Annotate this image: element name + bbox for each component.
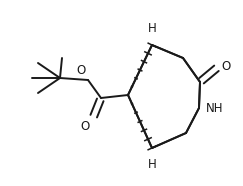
Text: H: H <box>148 158 156 171</box>
Text: H: H <box>148 22 156 34</box>
Text: O: O <box>81 120 90 133</box>
Text: O: O <box>77 64 86 77</box>
Text: O: O <box>221 60 230 73</box>
Text: NH: NH <box>206 102 224 115</box>
